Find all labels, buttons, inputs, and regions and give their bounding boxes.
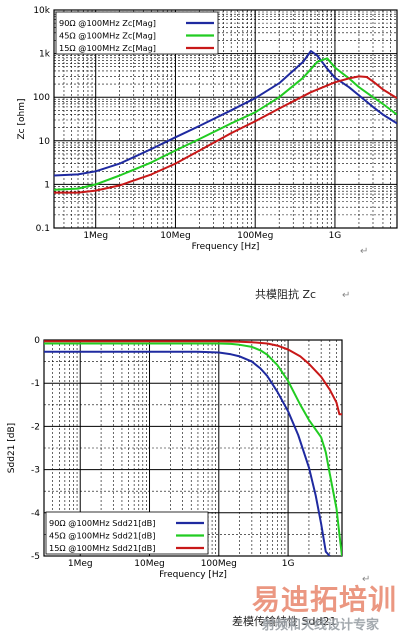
y-tick-label: 100 [33,93,50,103]
legend-label-1: 90Ω @100MHz Sdd21[dB] [49,518,155,528]
plot-frame [43,339,343,557]
x-tick-label: 1Meg [83,231,108,241]
y-tick-label: -1 [31,379,40,389]
y-tick-label: -2 [31,422,40,432]
y-tick-label: -5 [31,552,40,562]
series-group [44,340,342,556]
legend-label-3: 15Ω @100MHz Sdd21[dB] [49,543,155,553]
x-tick-label: 100Meg [237,231,273,241]
x-tick-label: 100Meg [201,559,237,569]
legend: 90Ω @100MHz Zc[Mag] 45Ω @100MHz Zc[Mag] 15… [55,11,219,55]
legend-label-2: 45Ω @100MHz Zc[Mag] [59,31,156,41]
x-axis-label: Frequency [Hz] [159,570,227,580]
y-tick-label: 10k [33,6,50,16]
y-tick-label: -3 [31,466,40,476]
series-line-1 [54,50,397,177]
y-tick-label: 1 [44,180,50,190]
y-axis-label: Sdd21 [dB] [7,423,17,473]
watermark-subtitle: 射频和天线设计专家 [262,618,380,633]
caption-top: 共模阻抗 Zc [255,288,317,301]
legend: 90Ω @100MHz Sdd21[dB] 45Ω @100MHz Sdd21[d… [45,511,209,555]
caption-bottom: 差模传输特性 Sdd21 [232,615,337,628]
series-line-1 [44,350,331,556]
x-tick-label: 1Meg [68,559,93,569]
series-line-3 [54,75,397,194]
impedance-chart: 1Meg 10Meg 100Meg 1G 0.1 1 10 100 1k 10k Frequency… [17,6,398,252]
watermark-title: 易迪拓培训 [252,583,398,616]
legend-box [55,11,219,55]
series-line-3 [44,340,342,416]
x-tick-label: 10Meg [160,231,190,241]
series-line-2 [44,342,342,556]
y-axis-label: Zc [ohm] [17,99,27,140]
sdd21-chart: 1Meg 10Meg 100Meg 1G 0 -1 -2 -3 -4 -5 Frequency [H… [7,336,343,580]
y-tick-label: 10 [39,137,51,147]
y-tick-label: 0 [34,336,40,346]
y-tick-label: -4 [31,509,40,519]
x-tick-label: 10Meg [134,559,164,569]
legend-label-1: 90Ω @100MHz Zc[Mag] [59,18,156,28]
legend-label-3: 15Ω @100MHz Zc[Mag] [59,43,156,53]
return-mark-bottom: ↵ [362,574,371,585]
x-tick-label: 1G [329,231,342,241]
y-tick-label: 0.1 [36,224,50,234]
series-line-2 [54,57,397,191]
return-mark-top: ↵ [360,246,369,257]
grid-lines [43,339,342,557]
x-axis-label: Frequency [Hz] [192,242,260,252]
return-mark-caption: ↵ [342,290,351,301]
plot-frame [53,9,398,229]
y-tick-label: 1k [39,50,51,60]
legend-label-2: 45Ω @100MHz Sdd21[dB] [49,531,155,541]
series-group [54,50,397,194]
x-tick-label: 1G [282,559,295,569]
